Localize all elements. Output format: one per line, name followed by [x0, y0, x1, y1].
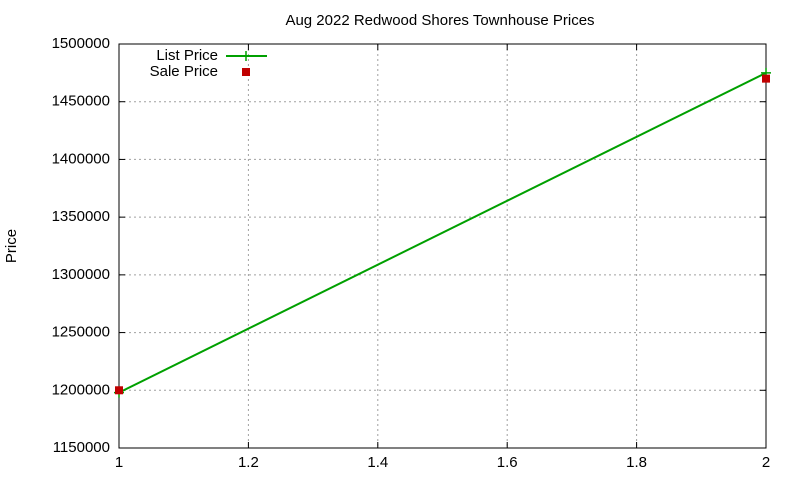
line [118, 71, 767, 394]
x-tick-label: 1.2 [238, 454, 259, 471]
legend-label: Sale Price [150, 63, 218, 80]
y-tick-label: 1450000 [52, 93, 110, 110]
point [762, 74, 770, 83]
point [115, 386, 123, 395]
plot-frame [118, 43, 767, 449]
y-tick-label: 1200000 [52, 381, 110, 398]
legend-swatch [242, 68, 250, 76]
x-tick-label: 1.8 [626, 454, 647, 471]
y-tick-label: 1250000 [52, 324, 110, 341]
chart-title: Aug 2022 Redwood Shores Townhouse Prices [285, 12, 594, 29]
x-tick-label: 1.4 [367, 454, 388, 471]
y-tick-label: 1400000 [52, 150, 110, 167]
x-tick-label: 1 [115, 454, 123, 471]
x-tick-label: 1.6 [497, 454, 518, 471]
y-axis-label: Price [3, 229, 20, 263]
legend-label: List Price [156, 47, 218, 64]
y-tick-label: 1350000 [52, 208, 110, 225]
legend-swatch [241, 51, 251, 61]
y-tick-label: 1300000 [52, 266, 110, 283]
x-tick-label: 2 [762, 454, 770, 471]
y-tick-label: 1150000 [53, 439, 110, 456]
y-tick-label: 1500000 [52, 35, 110, 52]
